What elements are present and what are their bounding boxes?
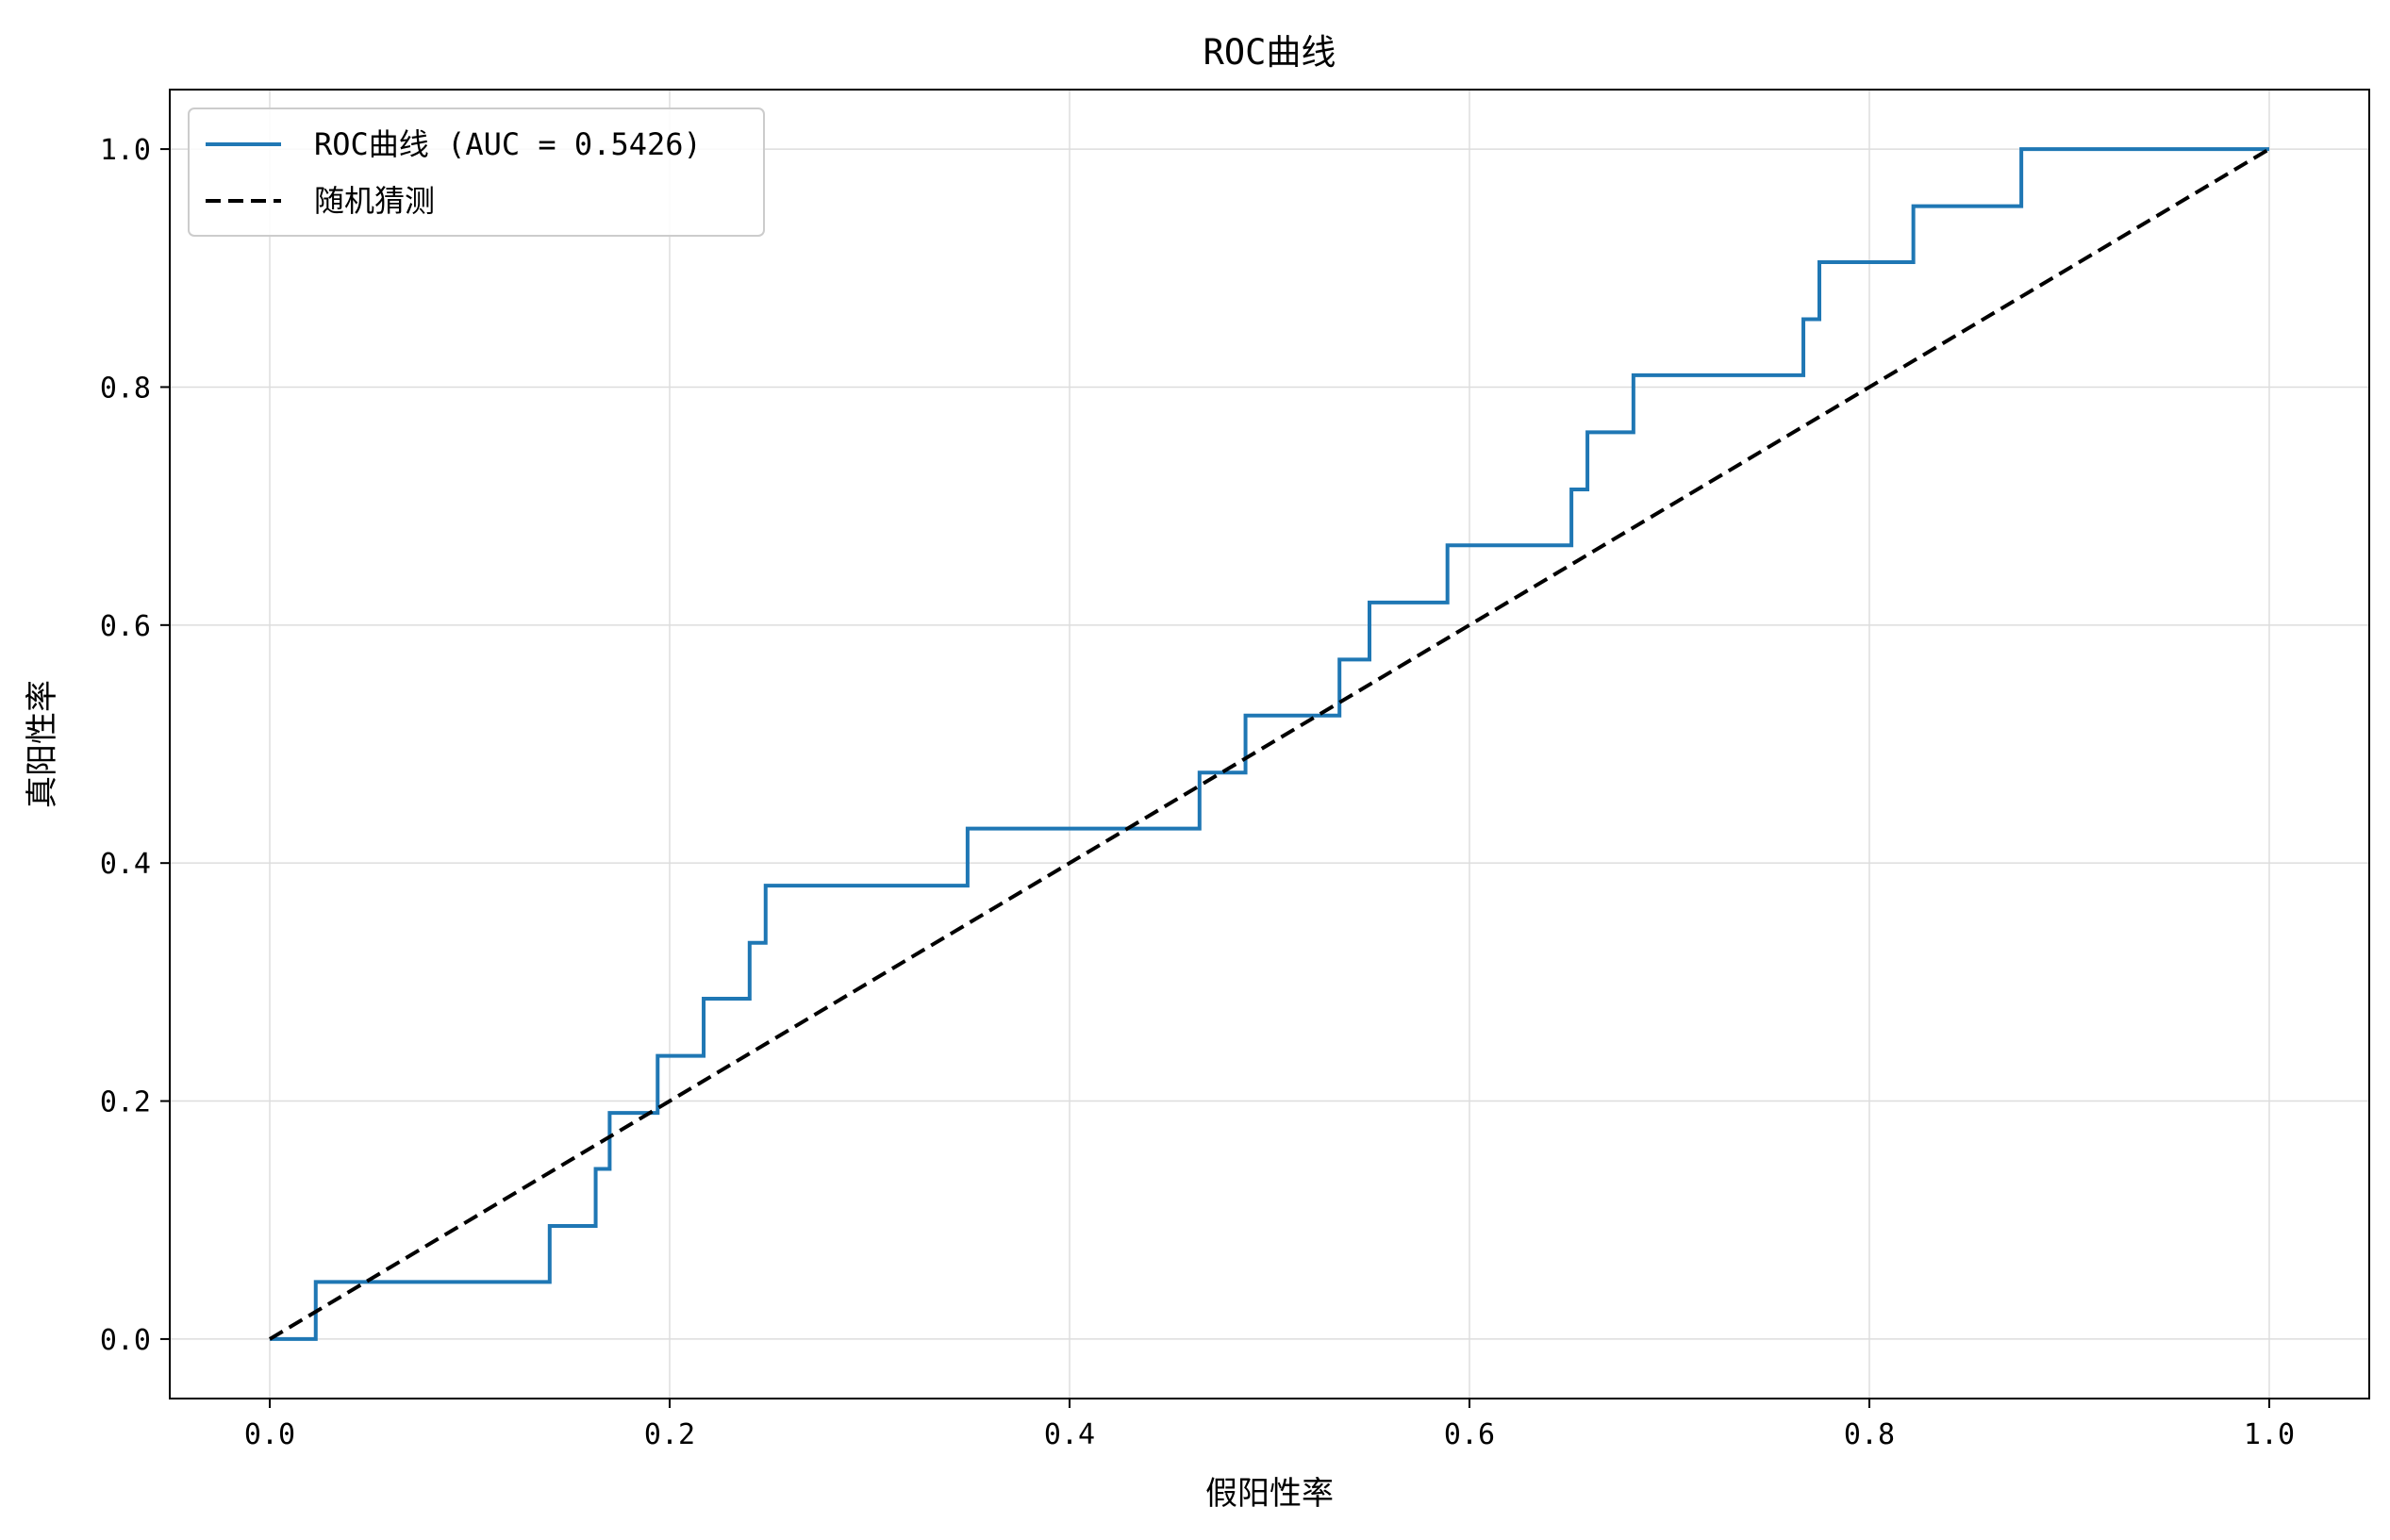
y-axis-label: 真阳性率 xyxy=(24,680,61,808)
axis-ticks: 0.0 0.2 0.4 0.6 0.8 1.0 0.0 0.2 0.4 0.6 0.8 1.0 xyxy=(100,134,2295,1451)
random-guess-line xyxy=(268,147,2271,1341)
chart-title: ROC曲线 xyxy=(1203,32,1336,73)
legend-box xyxy=(188,108,765,237)
legend-label-roc: ROC曲线 (AUC = 0.5426) xyxy=(314,126,702,162)
legend: ROC曲线 (AUC = 0.5426) 随机猜测 xyxy=(188,108,765,237)
x-tick-label: 0.8 xyxy=(1844,1418,1895,1451)
y-tick-label: 1.0 xyxy=(100,134,151,167)
x-axis-label: 假阳性率 xyxy=(1205,1475,1334,1513)
x-tick-label: 0.0 xyxy=(244,1418,295,1451)
legend-label-random: 随机猜测 xyxy=(314,183,435,219)
y-tick-label: 0.4 xyxy=(100,848,151,881)
y-tick-label: 0.6 xyxy=(100,610,151,643)
x-tick-label: 1.0 xyxy=(2244,1418,2295,1451)
roc-curve-line xyxy=(270,147,2269,1341)
x-tick-label: 0.4 xyxy=(1044,1418,1095,1451)
axes-frame xyxy=(169,89,2370,1399)
y-tick-label: 0.2 xyxy=(100,1086,151,1119)
plot-series xyxy=(268,147,2271,1341)
grid xyxy=(170,90,2369,1399)
x-tick-label: 0.2 xyxy=(644,1418,695,1451)
x-tick-label: 0.6 xyxy=(1444,1418,1495,1451)
y-tick-label: 0.0 xyxy=(100,1324,151,1357)
y-tick-label: 0.8 xyxy=(100,372,151,405)
